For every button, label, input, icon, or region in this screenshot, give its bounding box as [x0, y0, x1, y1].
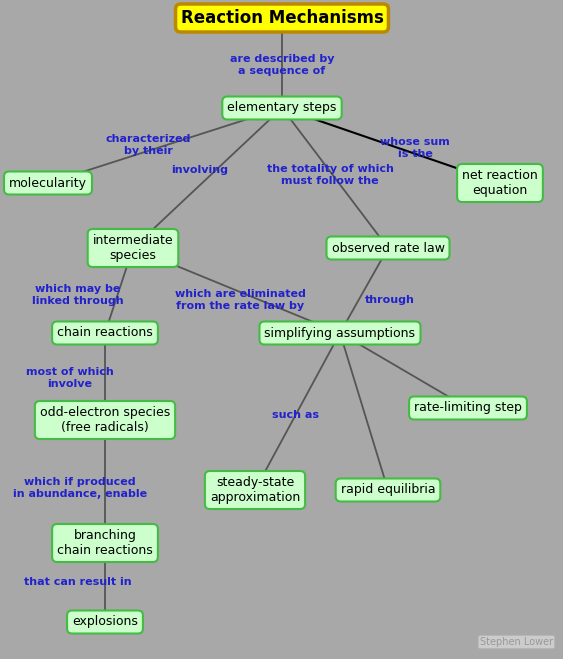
Text: which may be
linked through: which may be linked through [32, 284, 124, 306]
Text: the totality of which
must follow the: the totality of which must follow the [266, 164, 394, 186]
Text: rapid equilibria: rapid equilibria [341, 484, 435, 496]
Text: whose sum
is the: whose sum is the [380, 137, 450, 159]
Text: most of which
involve: most of which involve [26, 367, 114, 389]
Text: intermediate
species: intermediate species [93, 234, 173, 262]
Text: simplifying assumptions: simplifying assumptions [265, 326, 415, 339]
Text: Reaction Mechanisms: Reaction Mechanisms [181, 9, 383, 27]
Text: molecularity: molecularity [9, 177, 87, 190]
Text: branching
chain reactions: branching chain reactions [57, 529, 153, 557]
Text: characterized
by their: characterized by their [105, 134, 191, 156]
Text: that can result in: that can result in [24, 577, 132, 587]
Text: which are eliminated
from the rate law by: which are eliminated from the rate law b… [175, 289, 306, 311]
Text: elementary steps: elementary steps [227, 101, 337, 115]
Text: through: through [365, 295, 415, 305]
Text: chain reactions: chain reactions [57, 326, 153, 339]
Text: are described by
a sequence of: are described by a sequence of [230, 54, 334, 76]
Text: observed rate law: observed rate law [332, 241, 445, 254]
Text: Stephen Lower: Stephen Lower [480, 637, 553, 647]
Text: odd-electron species
(free radicals): odd-electron species (free radicals) [40, 406, 170, 434]
Text: steady-state
approximation: steady-state approximation [210, 476, 300, 504]
Text: net reaction
equation: net reaction equation [462, 169, 538, 197]
Text: involving: involving [172, 165, 229, 175]
Text: rate-limiting step: rate-limiting step [414, 401, 522, 415]
Text: which if produced
in abundance, enable: which if produced in abundance, enable [13, 477, 147, 499]
Text: such as: such as [271, 410, 319, 420]
Text: explosions: explosions [72, 616, 138, 629]
